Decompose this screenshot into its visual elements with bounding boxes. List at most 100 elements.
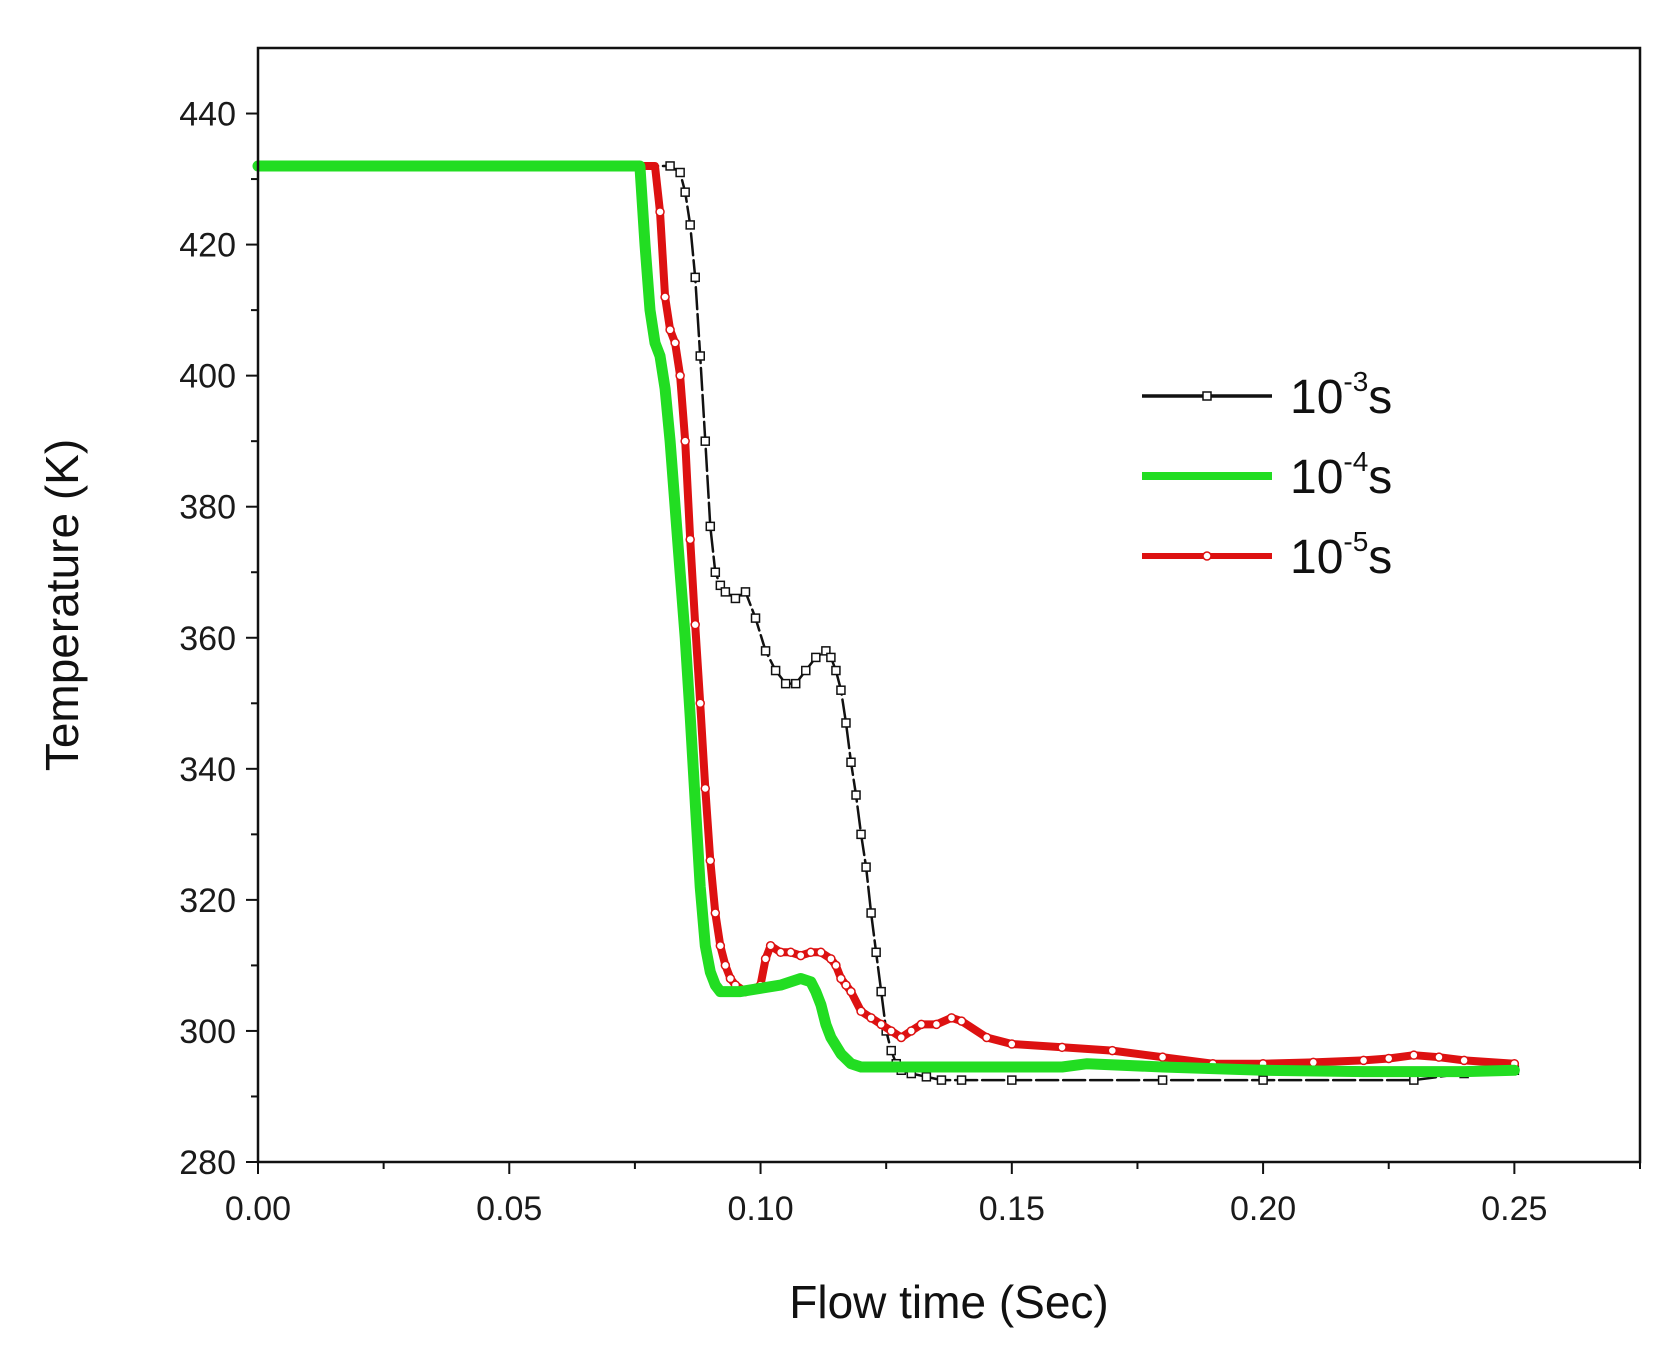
data-point xyxy=(1409,1050,1419,1060)
data-point xyxy=(1007,1075,1017,1085)
series-line xyxy=(256,164,1516,1082)
data-point xyxy=(886,1045,896,1056)
data-point xyxy=(695,698,705,709)
data-point xyxy=(876,986,886,997)
legend-item-1: 10-3s xyxy=(1142,366,1392,424)
data-point xyxy=(750,613,761,623)
data-point xyxy=(851,790,861,800)
legend-label-unit: s xyxy=(1368,451,1392,504)
data-point xyxy=(780,678,791,689)
data-point xyxy=(790,678,801,689)
legend-label-unit: s xyxy=(1368,531,1392,584)
data-point xyxy=(866,1013,876,1023)
data-point xyxy=(700,436,711,446)
data-point xyxy=(1358,1055,1369,1066)
data-point xyxy=(705,521,716,532)
data-point xyxy=(760,954,771,964)
legend-label: 10-4s xyxy=(1290,446,1392,504)
data-point xyxy=(1409,1075,1419,1085)
data-point xyxy=(655,207,665,217)
data-point xyxy=(765,941,776,951)
data-point xyxy=(921,1072,932,1082)
legend-label-unit: s xyxy=(1368,371,1392,424)
data-point xyxy=(936,1075,947,1085)
x-axis-title: Flow time (Sec) xyxy=(789,1276,1108,1328)
data-point xyxy=(866,908,876,918)
data-point xyxy=(831,665,841,676)
data-point xyxy=(896,1032,907,1043)
data-point xyxy=(670,338,680,348)
data-point xyxy=(705,855,716,866)
data-point xyxy=(760,646,771,656)
data-point xyxy=(675,167,685,178)
y-tick-label: 340 xyxy=(179,751,236,789)
data-point xyxy=(720,960,731,971)
data-point xyxy=(801,665,811,676)
data-point xyxy=(785,947,796,958)
data-point xyxy=(710,908,721,918)
series-2 xyxy=(252,160,1520,1078)
y-tick-label: 280 xyxy=(179,1144,236,1182)
data-point xyxy=(775,947,786,958)
axes-layer: 280 300 320 340 360 380 400 420 440 0.00 0.05 0.10 0… xyxy=(179,46,1642,1228)
data-point xyxy=(1157,1075,1168,1085)
y-tick-label: 360 xyxy=(179,620,236,658)
data-point xyxy=(1383,1053,1394,1064)
legend-label-exponent: -5 xyxy=(1343,526,1368,557)
x-tick-label: 0.20 xyxy=(1230,1190,1296,1228)
data-point xyxy=(1157,1052,1168,1062)
y-tick-label: 320 xyxy=(179,882,236,920)
data-point xyxy=(685,534,695,545)
data-point xyxy=(816,947,826,958)
data-point xyxy=(906,1026,917,1036)
data-point xyxy=(931,1019,942,1030)
data-point xyxy=(700,783,711,794)
legend-marker xyxy=(1202,551,1212,561)
data-point xyxy=(826,652,836,663)
data-point xyxy=(710,567,721,577)
data-point xyxy=(660,292,670,302)
data-point xyxy=(1007,1039,1017,1049)
data-point xyxy=(1434,1052,1444,1062)
data-point xyxy=(856,1006,866,1017)
x-tick-label: 0.00 xyxy=(225,1190,291,1228)
data-point xyxy=(846,986,856,997)
data-point xyxy=(1459,1055,1469,1066)
legend-item-3: 10-5s xyxy=(1142,526,1392,584)
y-tick-label: 380 xyxy=(179,489,236,527)
data-point xyxy=(806,947,816,958)
data-point xyxy=(690,272,700,283)
data-point xyxy=(956,1075,967,1085)
y-tick-label: 420 xyxy=(179,227,236,265)
data-point xyxy=(811,652,821,663)
legend-label-base: 10 xyxy=(1290,531,1343,584)
data-point xyxy=(981,1032,992,1043)
y-tick-label: 400 xyxy=(179,358,236,396)
data-point xyxy=(690,619,700,630)
data-point xyxy=(946,1013,957,1023)
data-point xyxy=(916,1019,927,1030)
data-point xyxy=(680,187,690,197)
data-point xyxy=(1107,1045,1118,1056)
data-point xyxy=(725,973,736,984)
legend-label-exponent: -4 xyxy=(1343,446,1368,477)
data-point xyxy=(740,587,751,597)
data-point xyxy=(1308,1057,1319,1068)
legend-label-base: 10 xyxy=(1290,451,1343,504)
data-point xyxy=(675,370,685,381)
data-point xyxy=(876,1019,886,1030)
series-layer xyxy=(252,160,1520,1085)
data-point xyxy=(861,862,871,872)
data-point xyxy=(685,220,695,230)
data-point xyxy=(836,685,846,695)
series-line xyxy=(252,160,1520,1078)
x-tick-label: 0.05 xyxy=(476,1190,542,1228)
data-point xyxy=(730,593,741,604)
data-point xyxy=(826,954,836,964)
y-tick-label: 300 xyxy=(179,1013,236,1051)
data-point xyxy=(1057,1042,1067,1053)
x-tick-label: 0.15 xyxy=(979,1190,1045,1228)
data-point xyxy=(1258,1075,1268,1085)
